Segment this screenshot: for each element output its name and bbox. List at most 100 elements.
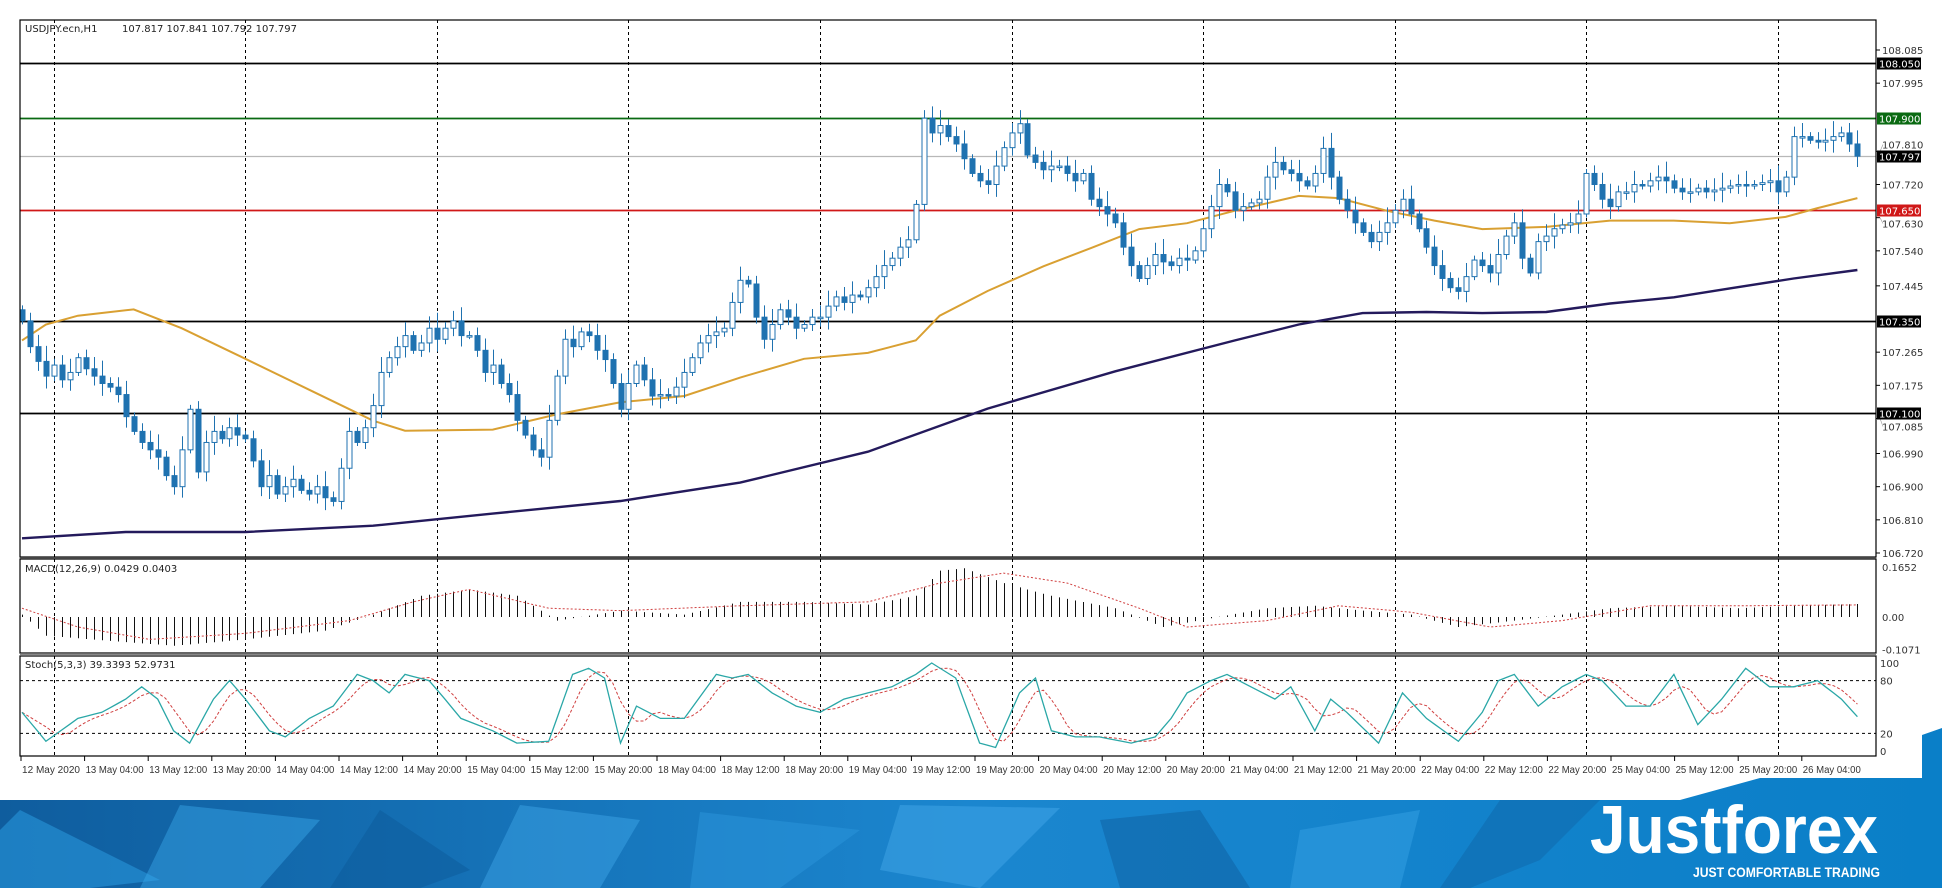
macd-label: MACD(12,26,9) 0.0429 0.0403 [25,564,177,575]
candle-body-bullish [1567,222,1574,226]
candle [123,380,130,428]
candle-body-bullish [1248,202,1255,208]
candle [929,106,936,143]
price-axis-label: 106.810 [1882,516,1923,527]
candle-body-bullish [1376,231,1383,243]
candle-body-bearish [1232,191,1239,211]
candle [1503,229,1510,260]
candle [937,110,944,146]
candle [434,312,441,352]
candle-body-bearish [123,394,130,418]
candle-body-bearish [410,335,417,351]
candle-body-bearish [163,456,170,477]
price-level-badge [1877,204,1921,217]
time-axis-label: 19 May 20:00 [976,765,1034,776]
candle [59,355,66,388]
candle-body-bearish [1447,277,1454,289]
candle-body-bullish [937,125,944,134]
candle [586,323,593,343]
candle [1575,200,1582,234]
candle-body-bearish [649,379,656,397]
banner-background [0,728,1942,888]
price-axis-label: 107.085 [1882,423,1923,434]
candle-body-bullish [737,279,744,303]
candle-body-bearish [83,357,90,370]
stochastic-panel [20,662,1876,749]
candle-body-bullish [1623,191,1630,194]
candle-body-bullish [402,335,409,348]
candle-body-bullish [769,324,776,340]
candle-body-bearish [857,294,864,298]
candle [1072,159,1079,192]
candle-body-bullish [1463,276,1470,292]
candle [442,321,449,345]
candle [1807,132,1814,144]
candle [841,286,848,311]
candle [1830,121,1837,153]
time-axis-label: 25 May 12:00 [1676,765,1734,776]
candle-body-bullish [554,375,561,421]
candle [833,290,840,312]
candle [131,412,138,435]
candle [1711,178,1718,202]
candle [1743,170,1750,197]
stoch-axis-label: 20 [1880,729,1893,740]
candle-body-bearish [1280,161,1287,171]
candle-body-bullish [897,246,904,259]
candle [1687,178,1694,203]
candle [1009,122,1016,156]
candle-body-bullish [1152,254,1159,267]
candle-body-bullish [657,394,664,397]
candle [1392,204,1399,228]
candle-body-bullish [226,427,233,440]
candle [474,327,481,357]
candle [1032,146,1039,169]
moving-average-fast [21,194,1858,432]
main-panel-frame [19,19,1877,558]
candle-body-bullish [1719,187,1726,191]
time-axis-label: 21 May 12:00 [1294,765,1352,776]
candle-body-bearish [147,441,154,451]
candle-body-bullish [1535,241,1542,274]
candle [546,404,553,470]
candle-body-bearish [322,486,329,499]
candle-body-bearish [131,416,138,432]
time-axis-label: 22 May 20:00 [1548,765,1606,776]
candle [1551,213,1558,249]
time-axis-label: 19 May 12:00 [912,765,970,776]
candle-body-bullish [1208,206,1215,230]
candle [410,331,417,354]
banner-shape [0,810,160,888]
candle-body-bullish [777,309,784,326]
candle-body-bullish [801,324,808,329]
candle-body-bearish [1423,228,1430,248]
price-axis-label: 108.085 [1882,46,1923,57]
candle [865,279,872,304]
candle [1455,277,1462,300]
candle [1854,130,1861,168]
time-axis-label: 22 May 04:00 [1421,765,1479,776]
candle [1272,146,1279,190]
candle-body-bearish [1088,172,1095,200]
candle-body-bullish [1583,172,1590,215]
candle-body-bearish [1328,147,1335,178]
candle [1368,224,1375,249]
candle [625,369,632,421]
candle [705,323,712,353]
candle [1040,150,1047,180]
candle [1336,170,1343,205]
justforex-logo: Justforex [1590,792,1878,868]
candle-body-bearish [1336,176,1343,200]
candle [809,309,816,332]
candle-body-bearish [298,478,305,491]
candle [1240,192,1247,222]
candle-body-bullish [1056,165,1063,169]
candle-body-bearish [602,349,609,361]
candle [242,430,249,443]
candle [657,379,664,409]
price-axis-label: 107.720 [1882,181,1923,192]
candle-body-bearish [953,136,960,145]
candle-body-bullish [203,441,210,473]
candle-body-bearish [1775,180,1782,193]
